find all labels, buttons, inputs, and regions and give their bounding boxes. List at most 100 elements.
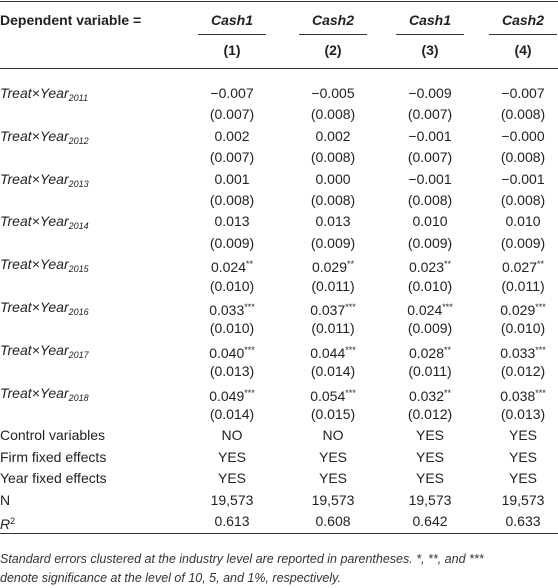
label-main: Treat×Year <box>0 299 69 315</box>
label-sup: 2 <box>10 516 16 526</box>
label-main: Treat×Year <box>0 341 69 358</box>
row-label: Treat×Year2011 <box>0 84 88 107</box>
control-cell: YES <box>508 448 538 465</box>
se-cell: (0.009) <box>407 234 453 251</box>
significance: *** <box>535 387 546 398</box>
coef: 0.027 <box>501 259 538 276</box>
se-cell: (0.009) <box>407 320 453 337</box>
row-label: Firm fixed effects <box>0 448 107 465</box>
coef-cell: −0.001 <box>408 170 451 188</box>
coef-cell: −0.001 <box>501 170 544 188</box>
coef: 0.032 <box>408 387 445 404</box>
se-cell: (0.009) <box>209 234 255 251</box>
coef: 0.028 <box>408 344 445 361</box>
label-sub: 2014 <box>68 221 89 232</box>
coef: 0.038 <box>500 387 536 404</box>
row-label: Control variables <box>0 427 106 444</box>
label-sub: 2011 <box>68 93 88 103</box>
control-cell: YES <box>415 470 445 487</box>
coef-cell: −0.007 <box>501 84 544 102</box>
coef: −0.001 <box>501 170 545 187</box>
control-cell: YES <box>508 427 538 444</box>
control-cell: YES <box>318 470 348 487</box>
coef-cell: 0.033*** <box>209 298 255 319</box>
row-label: Treat×Year2015 <box>0 255 89 278</box>
label-main: N <box>0 491 11 508</box>
stat-cell: 19,573 <box>408 491 452 508</box>
row-label: Year fixed effects <box>0 470 107 487</box>
significance: *** <box>244 387 255 398</box>
se-cell: (0.011) <box>408 363 452 380</box>
stat-cell: 0.613 <box>214 513 250 529</box>
significance: *** <box>244 344 255 355</box>
stat-cell: 19,573 <box>210 491 254 508</box>
coef-cell: 0.001 <box>214 170 249 188</box>
coef-cell: 0.013 <box>214 212 249 230</box>
coef-cell: −0.001 <box>408 127 451 145</box>
coef-cell: 0.024*** <box>407 298 453 319</box>
coef-cell: 0.027** <box>502 255 544 276</box>
coef-cell: 0.002 <box>214 127 249 145</box>
coef: 0.010 <box>412 213 448 230</box>
significance: *** <box>244 302 255 312</box>
coef-cell: 0.029** <box>312 255 354 276</box>
se-cell: (0.013) <box>500 406 546 422</box>
se-cell: (0.014) <box>209 406 255 422</box>
se-cell: (0.008) <box>310 149 356 166</box>
coef: 0.029 <box>500 302 536 318</box>
column-name: Cash1 <box>210 12 254 28</box>
coef-cell: 0.000 <box>315 170 350 188</box>
coef-cell: 0.024** <box>211 255 253 276</box>
row-label: R2 <box>0 512 15 533</box>
top-rule <box>0 1 558 2</box>
column-rule <box>489 34 557 35</box>
significance: ** <box>246 259 254 270</box>
coef: 0.002 <box>315 127 351 144</box>
coef-cell: 0.002 <box>315 127 350 145</box>
coef-cell: 0.040*** <box>209 341 255 362</box>
se-cell: (0.009) <box>500 234 546 251</box>
coef-cell: 0.033*** <box>500 341 546 362</box>
coef: −0.000 <box>501 127 545 144</box>
coef-cell: 0.010 <box>505 212 540 230</box>
label-main: Treat×Year <box>0 85 69 101</box>
label-main: Treat×Year <box>0 170 69 187</box>
control-cell: NO <box>322 427 344 444</box>
control-cell: YES <box>217 448 247 465</box>
control-cell: YES <box>318 448 348 465</box>
row-label: Treat×Year2014 <box>0 212 89 235</box>
coef-cell: 0.032** <box>409 384 451 405</box>
stat-cell: 0.608 <box>315 513 351 529</box>
significance: *** <box>345 344 356 355</box>
column-name: Cash2 <box>501 12 545 28</box>
coef-cell: 0.029*** <box>500 298 546 319</box>
se-cell: (0.009) <box>310 234 356 251</box>
coef-cell: −0.005 <box>311 84 354 102</box>
coef-cell: 0.028** <box>409 341 451 362</box>
coef: −0.001 <box>408 127 452 144</box>
note-line: Standard errors clustered at the industr… <box>0 552 484 566</box>
se-cell: (0.011) <box>311 320 355 337</box>
label-main: Treat×Year <box>0 384 69 401</box>
dep-label: Dependent variable = <box>0 12 142 28</box>
label-main: Treat×Year <box>0 213 69 230</box>
se-cell: (0.013) <box>209 363 255 380</box>
coef-cell: −0.000 <box>501 127 544 145</box>
se-cell: (0.014) <box>310 363 356 380</box>
se-cell: (0.007) <box>407 106 453 123</box>
control-cell: NO <box>221 427 243 444</box>
coef: 0.037 <box>310 302 346 318</box>
row-label: Treat×Year2016 <box>0 298 89 321</box>
coef: −0.001 <box>408 170 452 187</box>
significance: ** <box>444 387 452 398</box>
stat-cell: 19,573 <box>311 491 355 508</box>
se-cell: (0.015) <box>310 406 356 422</box>
control-cell: YES <box>415 448 445 465</box>
significance: ** <box>444 344 452 355</box>
label-sub: 2018 <box>68 392 89 403</box>
coef-cell: 0.010 <box>412 212 447 230</box>
coef-cell: −0.009 <box>408 84 451 102</box>
label-main: Treat×Year <box>0 256 69 273</box>
significance: *** <box>345 302 356 312</box>
